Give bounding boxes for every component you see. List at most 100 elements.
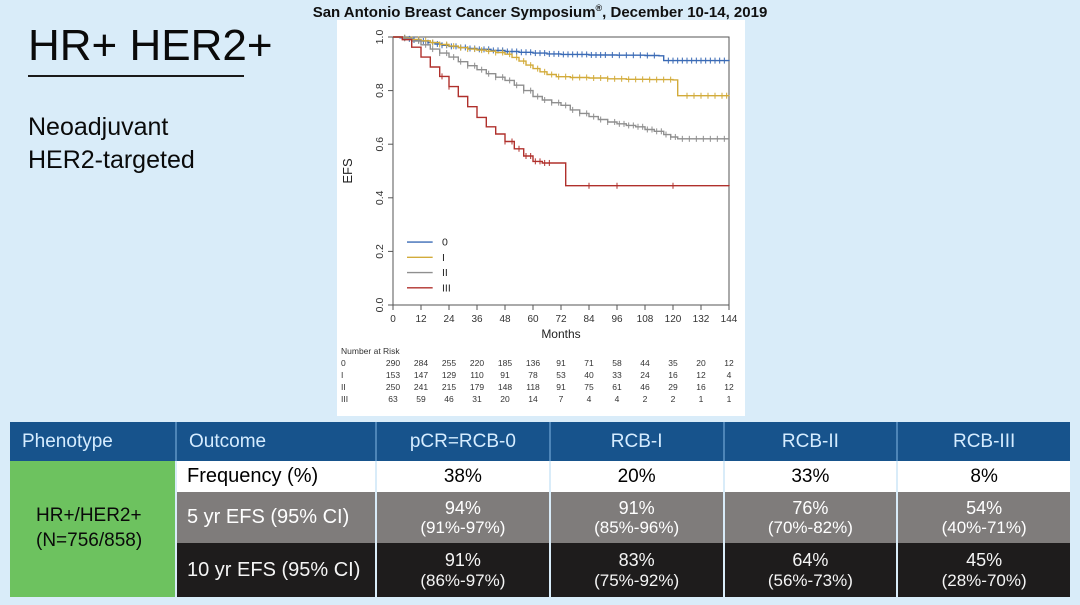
nar-count: 14 <box>528 394 538 404</box>
nar-count: 290 <box>386 358 400 368</box>
nar-count: 31 <box>472 394 482 404</box>
efs5-rcb3: 54% (40%-71%) <box>896 492 1070 543</box>
nar-count: 220 <box>470 358 484 368</box>
nar-count: 179 <box>470 382 484 392</box>
x-tick-label: 84 <box>583 314 595 325</box>
nar-count: 16 <box>696 382 706 392</box>
left-title-block: HR+ HER2+ Neoadjuvant HER2-targeted <box>28 21 328 177</box>
nar-count: 7 <box>559 394 564 404</box>
nar-count: 110 <box>470 370 484 380</box>
x-tick-label: 36 <box>471 314 483 325</box>
table-header-rcb0: pCR=RCB-0 <box>375 422 549 461</box>
table-header-outcome: Outcome <box>175 422 375 461</box>
nar-count: 4 <box>587 394 592 404</box>
nar-count: 91 <box>556 358 566 368</box>
symposium-title-date: , December 10-14, 2019 <box>602 4 768 21</box>
y-tick-label: 0.6 <box>374 137 386 152</box>
frequency-rcb3: 8% <box>896 461 1070 492</box>
subtitle-line-2: HER2-targeted <box>28 146 195 175</box>
y-tick-label: 0.2 <box>374 244 386 259</box>
nar-count: 284 <box>414 358 428 368</box>
nar-count: 241 <box>414 382 428 392</box>
legend-label-II: II <box>442 267 448 279</box>
efs10-rcb3: 45% (28%-70%) <box>896 543 1070 597</box>
nar-count: 71 <box>584 358 594 368</box>
x-tick-label: 96 <box>611 314 623 325</box>
nar-count: 4 <box>615 394 620 404</box>
nar-count: 20 <box>696 358 706 368</box>
km-curve-0 <box>393 36 730 62</box>
efs5-rcb2: 76% (70%-82%) <box>722 492 897 543</box>
nar-count: 148 <box>498 382 512 392</box>
nar-count: 53 <box>556 370 566 380</box>
nar-count: 63 <box>388 394 398 404</box>
table-header-phenotype: Phenotype <box>10 422 175 461</box>
nar-count: 2 <box>671 394 676 404</box>
y-tick-label: 1.0 <box>374 30 386 45</box>
efs5-rcb1: 91% (85%-96%) <box>548 492 723 543</box>
nar-count: 12 <box>724 382 734 392</box>
y-tick-label: 0.8 <box>374 83 386 98</box>
nar-count: 215 <box>442 382 456 392</box>
x-tick-label: 48 <box>499 314 511 325</box>
subtitle-line-1: Neoadjuvant <box>28 113 169 142</box>
nar-count: 91 <box>556 382 566 392</box>
table-header-rcb1: RCB-I <box>548 422 723 461</box>
nar-count: 58 <box>612 358 622 368</box>
x-tick-label: 72 <box>555 314 567 325</box>
outcome-frequency: Frequency (%) <box>175 461 375 492</box>
nar-count: 118 <box>526 382 540 392</box>
nar-count: 46 <box>640 382 650 392</box>
symposium-title-main: San Antonio Breast Cancer Symposium <box>312 4 596 21</box>
x-tick-label: 0 <box>390 314 396 325</box>
nar-count: 59 <box>416 394 426 404</box>
nar-count: 75 <box>584 382 594 392</box>
efs10-rcb0-pct: 91% <box>444 550 481 571</box>
nar-count: 40 <box>584 370 594 380</box>
efs10-rcb2: 64% (56%-73%) <box>722 543 897 597</box>
legend-label-0: 0 <box>442 237 448 249</box>
subtitle: Neoadjuvant HER2-targeted <box>28 111 328 177</box>
nar-count: 2 <box>643 394 648 404</box>
nar-count: 12 <box>696 370 706 380</box>
frequency-rcb1: 20% <box>548 461 723 492</box>
km-chart-panel: 0.0 0.2 0.4 0.6 0.8 1.0 EFS 0 12 24 36 48 60 72 84 96 10… <box>337 20 745 416</box>
efs10-rcb1-pct: 83% <box>618 550 655 571</box>
registered-mark: ® <box>595 3 603 13</box>
x-tick-label: 12 <box>415 314 427 325</box>
nar-row-label-II: II <box>341 382 346 392</box>
nar-count: 35 <box>668 358 678 368</box>
frequency-rcb0: 38% <box>375 461 549 492</box>
y-tick-label: 0.0 <box>374 298 386 313</box>
y-axis-label: EFS <box>340 158 355 184</box>
efs5-rcb3-pct: 54% <box>966 497 1003 518</box>
km-curve-II <box>393 36 729 140</box>
efs5-rcb0: 94% (91%-97%) <box>375 492 549 543</box>
legend-label-I: I <box>442 252 445 264</box>
number-at-risk-title: Number at Risk <box>341 346 400 356</box>
nar-count: 16 <box>668 370 678 380</box>
efs10-rcb2-ci: (56%-73%) <box>767 570 853 590</box>
efs10-rcb2-pct: 64% <box>792 550 829 571</box>
nar-count: 1 <box>699 394 704 404</box>
nar-count: 33 <box>612 370 622 380</box>
table-header-rcb3: RCB-III <box>896 422 1070 461</box>
nar-count: 136 <box>526 358 540 368</box>
nar-count: 147 <box>414 370 428 380</box>
outcome-efs5: 5 yr EFS (95% CI) <box>175 492 375 543</box>
results-table: Phenotype Outcome pCR=RCB-0 RCB-I RCB-II… <box>10 422 1070 597</box>
nar-count: 255 <box>442 358 456 368</box>
x-tick-label: 60 <box>527 314 539 325</box>
nar-count: 4 <box>727 370 732 380</box>
phenotype-line-2: (N=756/858) <box>36 530 143 551</box>
nar-count: 91 <box>500 370 510 380</box>
x-tick-label: 144 <box>721 314 738 325</box>
legend-label-III: III <box>442 282 451 294</box>
page-title: HR+ HER2+ <box>28 21 273 70</box>
table-header-rcb2: RCB-II <box>722 422 897 461</box>
x-axis-label: Months <box>541 327 580 341</box>
nar-count: 78 <box>528 370 538 380</box>
nar-count: 46 <box>444 394 454 404</box>
